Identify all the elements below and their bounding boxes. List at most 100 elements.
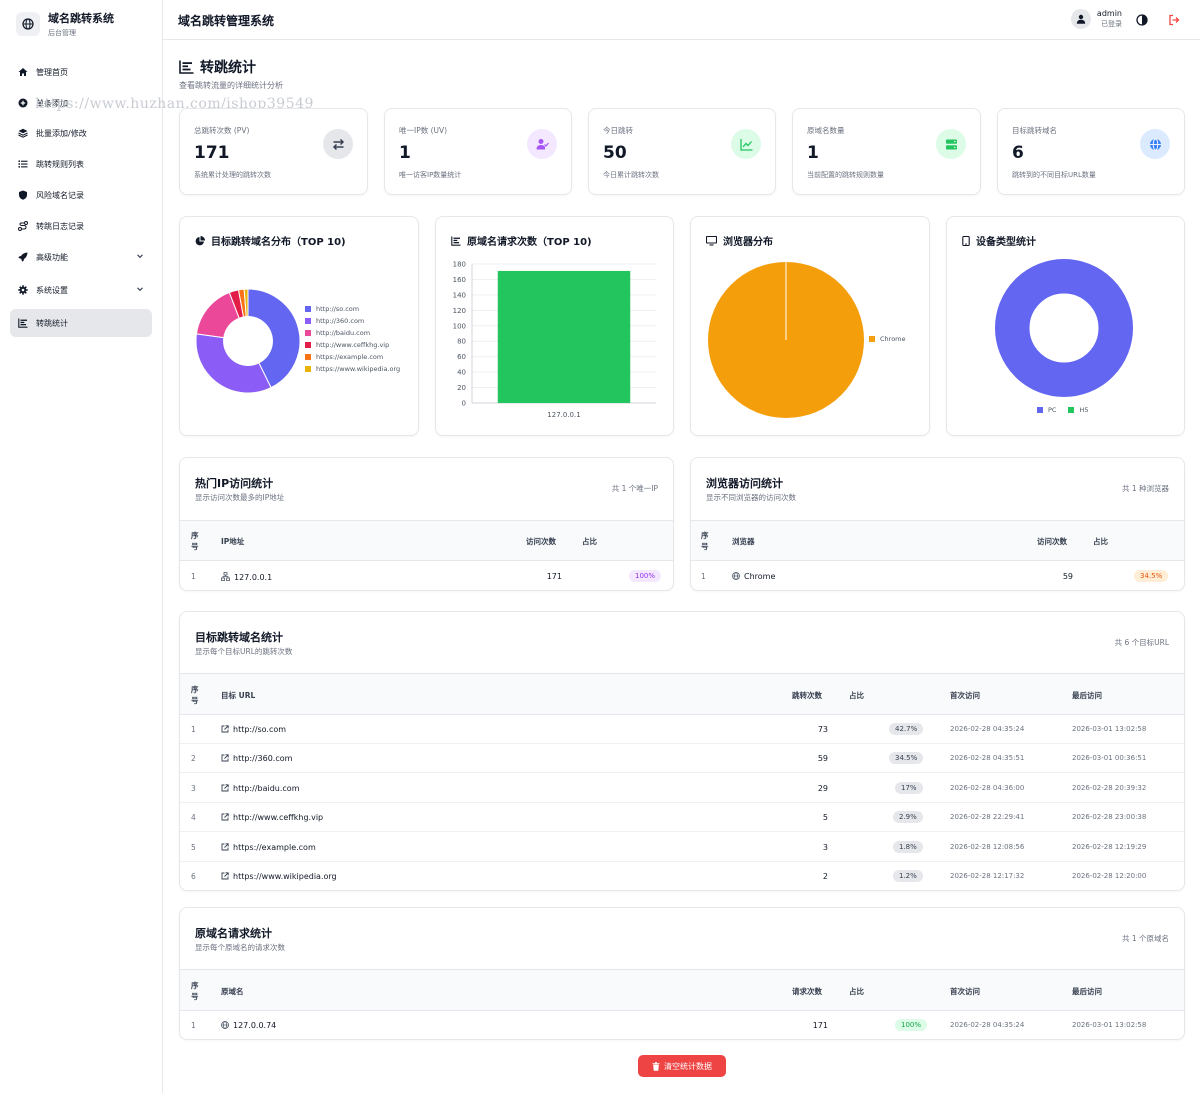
- legend-item[interactable]: http://www.ceffkhg.vip: [305, 339, 400, 351]
- table-row[interactable]: 6 https://www.wikipedia.org 2 1.2% 2026-02-2…: [180, 862, 1184, 891]
- stat-value: 6: [1012, 143, 1024, 163]
- cell-last: 2026-02-28 23:00:38: [1072, 813, 1147, 822]
- cell-url[interactable]: http://so.com: [221, 725, 286, 734]
- legend-item[interactable]: https://www.wikipedia.org: [305, 363, 400, 375]
- chart-title-text: 设备类型统计: [976, 237, 1036, 248]
- user-menu[interactable]: admin 已登录: [1070, 9, 1122, 29]
- sidebar-item-label: 高级功能: [36, 252, 68, 262]
- cell-last: 2026-02-28 12:20:00: [1072, 872, 1147, 880]
- sidebar-item-advanced[interactable]: 高级功能: [10, 243, 152, 271]
- cell-url[interactable]: https://www.wikipedia.org: [221, 872, 337, 881]
- sidebar-item-settings[interactable]: 系统设置: [10, 276, 152, 304]
- ratio-badge: 34.5%: [889, 752, 924, 765]
- table-title: 原域名请求统计: [195, 927, 272, 940]
- cell-first: 2026-02-28 04:36:00: [950, 783, 1025, 792]
- sidebar-item-logs[interactable]: 转跳日志记录: [10, 212, 152, 240]
- sidebar-item-risk[interactable]: 风险域名记录: [10, 181, 152, 209]
- ratio-badge: 1.8%: [893, 840, 923, 853]
- ratio-badge: 42.7%: [889, 723, 924, 735]
- legend-label: http://baidu.com: [316, 329, 371, 337]
- col-ratio: 占比: [1093, 537, 1108, 546]
- pie-slice: [243, 288, 249, 318]
- legend-item[interactable]: http://baidu.com: [305, 327, 400, 339]
- chevron-down-icon: [137, 254, 143, 259]
- chart-title: 设备类型统计: [962, 233, 1036, 248]
- legend-label: http://www.ceffkhg.vip: [316, 341, 390, 349]
- trend-icon: [731, 129, 761, 159]
- clear-stats-button[interactable]: 清空统计数据: [638, 1055, 726, 1077]
- bar-chart-icon: [179, 60, 194, 74]
- ip-table-card: 热门IP访问统计 显示访问次数最多的IP地址 共 1 个唯一IP 序号 IP地址…: [179, 457, 674, 591]
- legend-label: http://360.com: [316, 317, 365, 325]
- y-tick-label: 120: [453, 307, 466, 315]
- logout-icon[interactable]: [1168, 14, 1180, 26]
- sidebar-item-batch[interactable]: 批量添加/修改: [10, 119, 152, 147]
- table-row[interactable]: 2 http://360.com 59 34.5% 2026-02-28 04:35:5…: [180, 744, 1184, 774]
- page-title-text: 转跳统计: [200, 60, 256, 76]
- table-subtitle: 显示每个目标URL的跳转次数: [195, 647, 293, 656]
- gear-icon: [18, 285, 28, 295]
- col-last: 最后访问: [1072, 691, 1102, 700]
- sidebar-item-add[interactable]: 单条添加: [10, 89, 152, 117]
- table-title: 浏览器访问统计: [706, 477, 783, 490]
- legend-item[interactable]: PC: [1037, 404, 1056, 416]
- legend-item[interactable]: http://so.com: [305, 303, 400, 315]
- external-link-icon: [221, 754, 229, 762]
- plus-circle-icon: [18, 98, 28, 108]
- cell-url[interactable]: https://example.com: [221, 843, 316, 852]
- cell-url[interactable]: http://360.com: [221, 754, 292, 763]
- legend-item[interactable]: H5: [1068, 404, 1089, 416]
- monitor-icon: [706, 235, 717, 245]
- sidebar-item-home[interactable]: 管理首页: [10, 58, 152, 86]
- legend-item[interactable]: http://360.com: [305, 315, 400, 327]
- source-bar-chart: 0 20 40 60 80 100 120 140 160 180 127.0.0.1: [453, 261, 656, 419]
- theme-toggle-icon[interactable]: [1136, 14, 1148, 26]
- bar[interactable]: [497, 270, 631, 403]
- ratio-badge: 17%: [895, 781, 923, 794]
- legend-item[interactable]: Chrome: [869, 333, 906, 345]
- table-row[interactable]: 3 http://baidu.com 29 17% 2026-02-28 04:36:0…: [180, 774, 1184, 803]
- col-ratio: 占比: [582, 537, 597, 546]
- table-row[interactable]: 1 127.0.0.74 171 100% 2026-02-28 04:35:2…: [180, 1011, 1184, 1040]
- cell-first: 2026-02-28 12:08:56: [950, 842, 1025, 851]
- stat-card-target: 目标跳转域名 6 跳转到的不同目标URL数量: [997, 108, 1185, 195]
- legend-swatch: [869, 336, 875, 342]
- table-row[interactable]: 1 Chrome 59 34.5%: [691, 562, 1184, 591]
- legend-label: Chrome: [880, 335, 906, 343]
- cell-seq: 3: [191, 783, 196, 793]
- cell-count: 5: [822, 813, 828, 823]
- cell-ip-text: 127.0.0.1: [234, 573, 273, 582]
- stat-label: 唯一IP数 (UV): [399, 126, 448, 135]
- globe-icon: [1140, 129, 1170, 159]
- y-tick-label: 140: [453, 291, 466, 299]
- table-subtitle: 显示不同浏览器的访问次数: [706, 493, 796, 502]
- stat-label: 目标跳转域名: [1012, 126, 1057, 135]
- chart-card-browser: 浏览器分布 Chrome: [690, 216, 930, 436]
- shield-icon: [18, 190, 28, 200]
- cell-seq: 1: [701, 572, 706, 581]
- cell-url-text: https://example.com: [233, 842, 316, 852]
- external-link-icon: [221, 842, 229, 851]
- sidebar-item-label: 跳转规则列表: [36, 159, 84, 169]
- cell-url[interactable]: http://baidu.com: [221, 784, 300, 793]
- ratio-badge: 1.2%: [893, 870, 923, 882]
- table-row[interactable]: 1 127.0.0.1 171 100%: [180, 562, 673, 591]
- sidebar-item-rules[interactable]: 跳转规则列表: [10, 150, 152, 178]
- cell-visits: 171: [546, 572, 562, 581]
- table-row[interactable]: 4 http://www.ceffkhg.vip 5 2.9% 2026-02-28 2…: [180, 803, 1184, 833]
- sidebar-item-stats[interactable]: 转跳统计: [10, 309, 152, 337]
- table-row[interactable]: 5 https://example.com 3 1.8% 2026-02-28 12:0…: [180, 833, 1184, 862]
- stat-desc: 唯一访客IP数量统计: [399, 171, 462, 179]
- legend-swatch: [1037, 407, 1043, 413]
- page-subtitle: 查看跳转流量的详细统计分析: [179, 81, 283, 90]
- col-url: 目标 URL: [221, 691, 256, 700]
- sidebar-item-label: 风险域名记录: [36, 190, 84, 200]
- cell-last: 2026-03-01 13:02:58: [1072, 1021, 1147, 1029]
- cell-url[interactable]: http://www.ceffkhg.vip: [221, 813, 323, 822]
- legend-item[interactable]: https://example.com: [305, 351, 400, 363]
- stat-desc: 当前配置的跳转规则数量: [807, 171, 884, 179]
- cell-seq: 6: [191, 872, 196, 881]
- external-link-icon: [221, 784, 229, 792]
- table-row[interactable]: 1 http://so.com 73 42.7% 2026-02-28 04:35:24…: [180, 715, 1184, 744]
- stat-desc: 系统累计处理的跳转次数: [194, 171, 271, 179]
